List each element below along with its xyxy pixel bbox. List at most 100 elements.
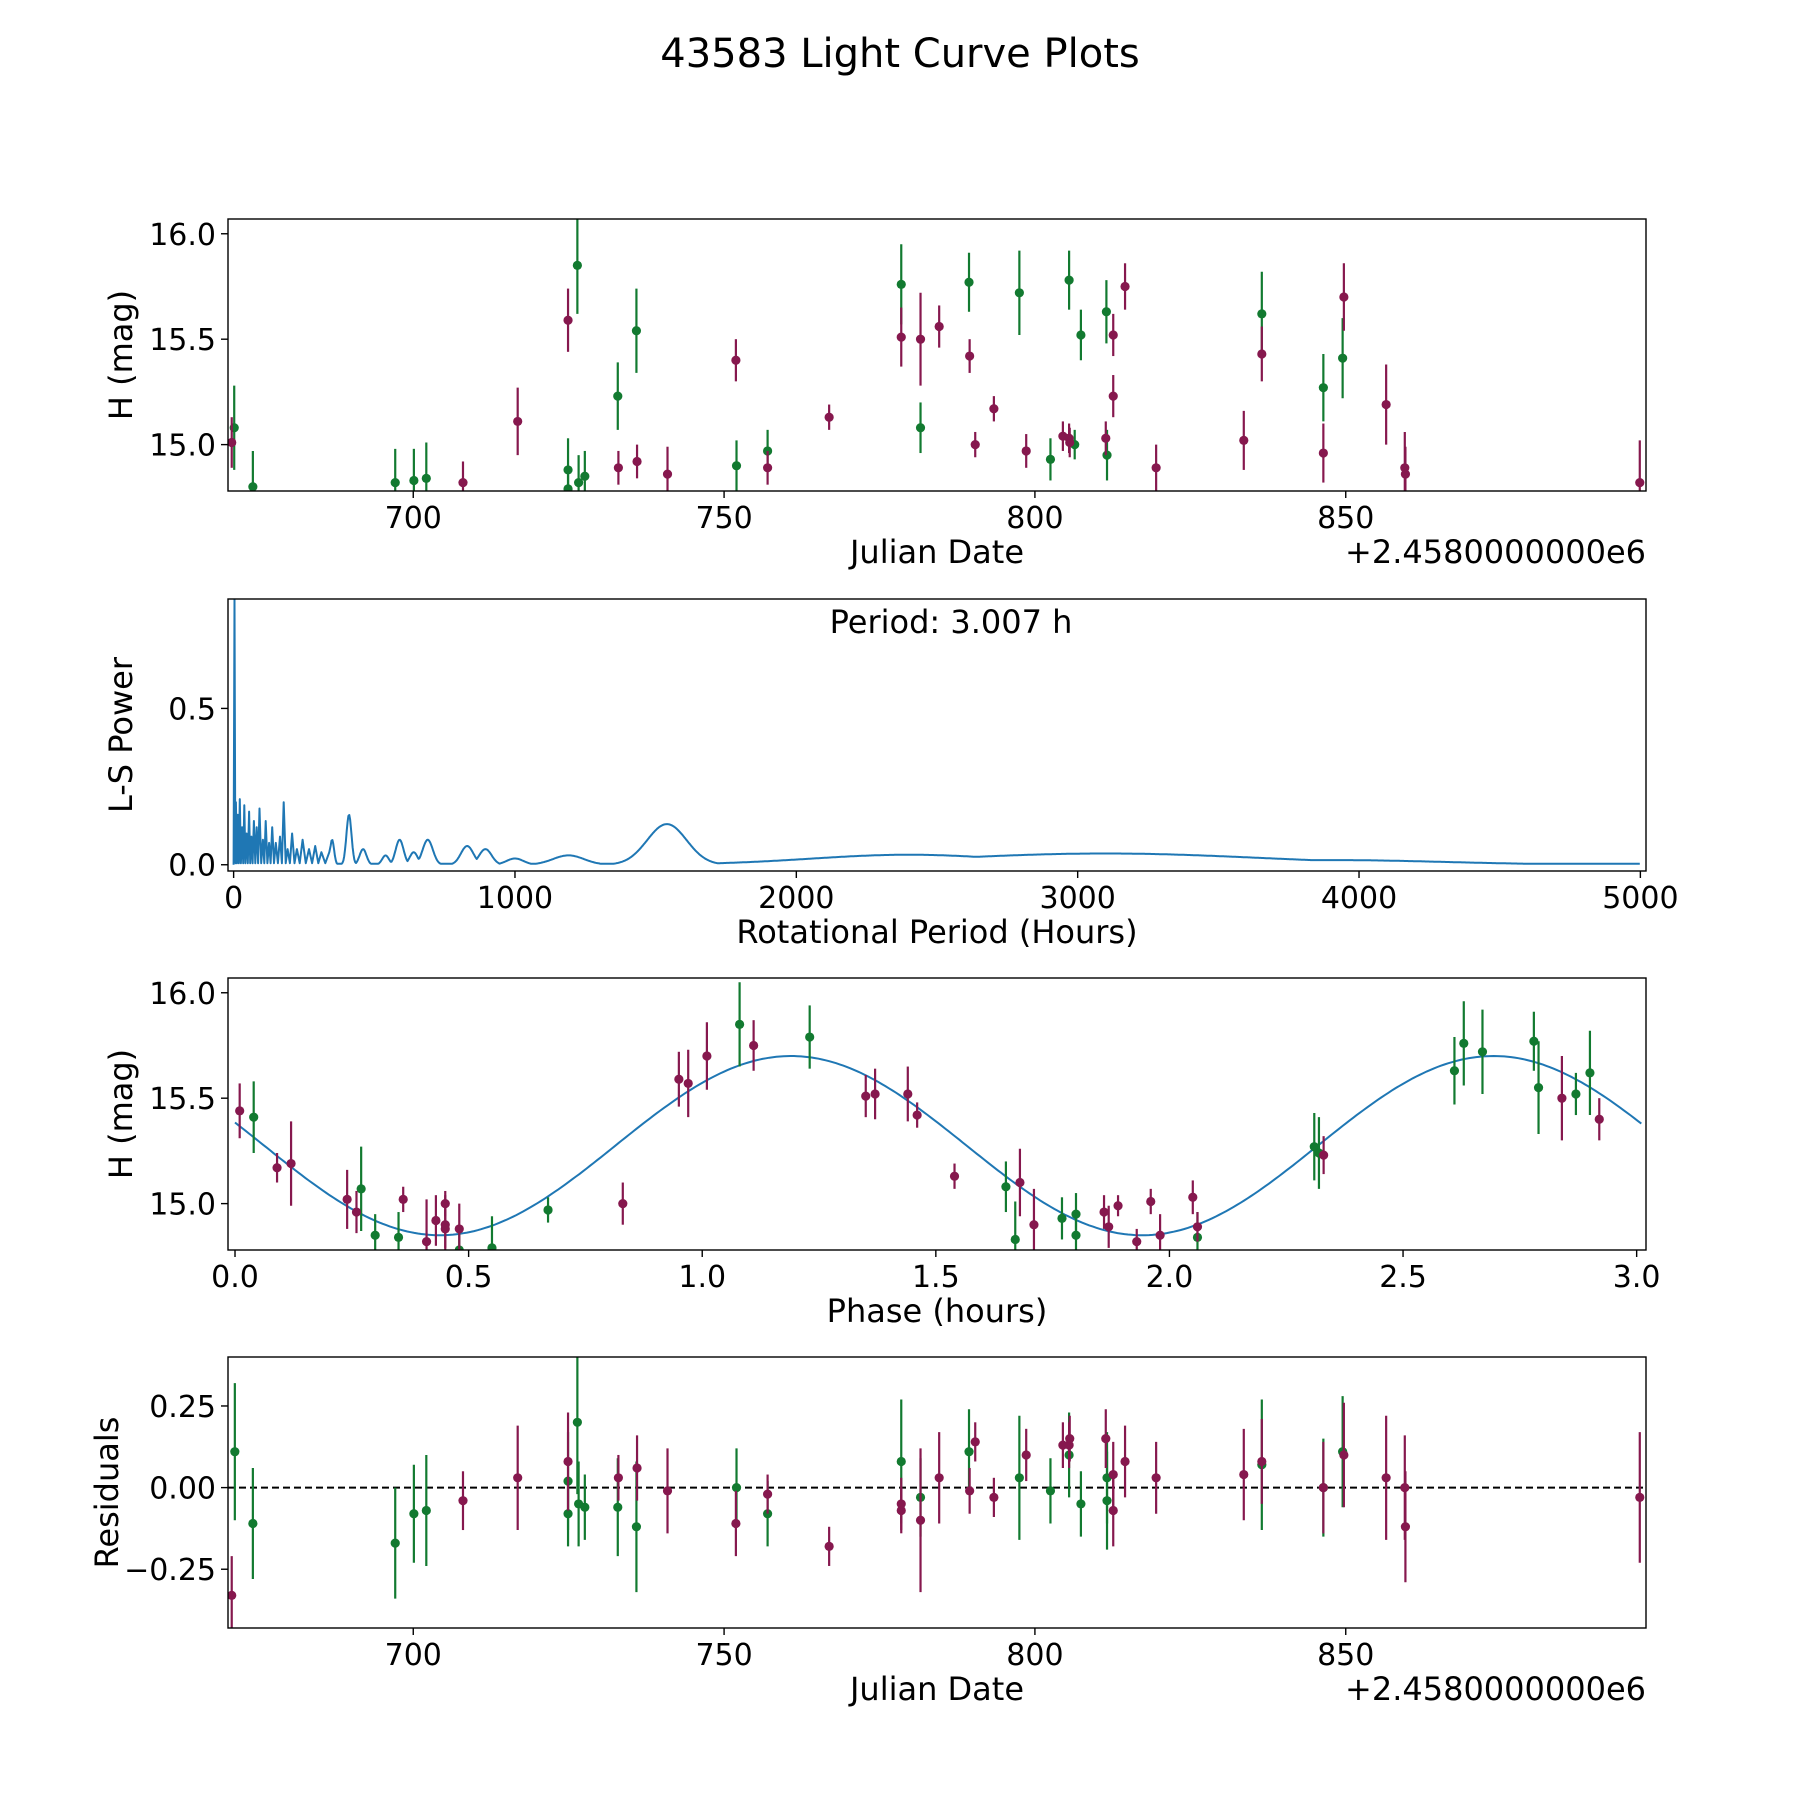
data-point	[1318, 383, 1328, 393]
data-point	[613, 391, 623, 401]
y-tick-label: 15.0	[149, 429, 216, 464]
data-point	[1101, 1434, 1111, 1444]
data-area-lightcurve	[228, 219, 1645, 491]
data-point	[1101, 307, 1112, 317]
data-point	[805, 1032, 815, 1042]
x-tick-label: 850	[1317, 1638, 1374, 1673]
y-tick-label: 0.25	[149, 1390, 216, 1425]
data-point	[934, 321, 944, 332]
data-point	[1113, 1201, 1123, 1211]
data-point	[1120, 281, 1130, 292]
data-point	[1309, 1142, 1319, 1152]
data-point	[613, 463, 624, 473]
data-point	[1076, 330, 1086, 340]
data-point	[965, 351, 975, 361]
data-point	[513, 416, 523, 427]
data-point	[861, 1091, 871, 1101]
data-point	[580, 1502, 590, 1512]
data-point	[580, 471, 590, 481]
data-point	[896, 279, 906, 289]
y-tick-label: 15.5	[149, 1082, 216, 1117]
data-point	[613, 1502, 623, 1512]
data-point	[731, 1518, 741, 1529]
data-point	[1188, 1192, 1198, 1202]
data-point	[487, 1243, 497, 1250]
data-point	[1151, 463, 1161, 473]
data-point	[1076, 1499, 1086, 1509]
data-point	[1400, 469, 1411, 479]
data-point	[351, 1207, 362, 1217]
data-point	[934, 1473, 944, 1483]
data-point	[421, 1236, 432, 1247]
y-axis-label: Residuals	[88, 1417, 126, 1569]
data-point	[1381, 399, 1391, 410]
data-point	[1151, 1473, 1161, 1483]
x-tick-label: 2000	[758, 881, 834, 916]
data-point	[563, 1509, 573, 1519]
data-point	[1102, 450, 1112, 460]
data-point	[1065, 1434, 1075, 1444]
data-point	[563, 1456, 573, 1467]
data-point	[1319, 1150, 1329, 1160]
data-point	[1108, 330, 1118, 340]
data-point	[248, 1518, 258, 1529]
data-point	[1571, 1089, 1581, 1099]
x-tick-label: 700	[385, 1638, 442, 1673]
x-tick-label: 1000	[477, 881, 553, 916]
data-point	[1338, 353, 1348, 363]
y-axis-label: H (mag)	[102, 1049, 140, 1179]
data-point	[1104, 1222, 1114, 1232]
x-axis-label: Julian Date	[848, 533, 1024, 571]
x-tick-label: 750	[695, 1638, 752, 1673]
data-point	[230, 1447, 240, 1457]
y-axis-label: L-S Power	[102, 656, 140, 813]
data-point	[1155, 1230, 1165, 1240]
x-tick-label: 0.0	[211, 1260, 259, 1295]
data-area-residuals	[228, 1357, 1646, 1628]
data-point	[762, 1489, 773, 1499]
data-point	[1108, 391, 1118, 401]
data-point	[1102, 1496, 1112, 1506]
data-point	[228, 1590, 237, 1600]
y-tick-label: 16.0	[149, 218, 216, 253]
data-point	[965, 1486, 975, 1496]
data-point	[1065, 437, 1075, 448]
x-tick-label: 800	[1006, 1638, 1063, 1673]
data-point	[989, 1492, 999, 1502]
data-point	[662, 469, 673, 479]
data-point	[1099, 1207, 1109, 1217]
data-point	[674, 1074, 684, 1084]
data-point	[1192, 1222, 1203, 1232]
data-point	[1239, 435, 1249, 445]
data-point	[458, 1496, 468, 1506]
data-point	[1585, 1068, 1595, 1078]
data-point	[393, 1232, 404, 1242]
panel-periodogram: 0 1000 2000 3000 4000 5000 0.0 0.5 Rotational Pe…	[102, 598, 1679, 951]
x-tick-label: 4000	[1321, 881, 1397, 916]
data-point	[731, 1483, 742, 1493]
axes-frame	[227, 1356, 1647, 1629]
data-point	[1021, 446, 1031, 456]
x-axis-label: Julian Date	[848, 1670, 1024, 1708]
data-point	[1014, 1473, 1024, 1483]
panel-residuals: 700 750 800 850 −0.25 0.00 0.25 Julian Date Resi…	[88, 1356, 1647, 1708]
data-point	[915, 423, 926, 433]
data-point	[1021, 1450, 1031, 1460]
data-point	[356, 1184, 366, 1194]
data-point	[1010, 1234, 1020, 1245]
data-point	[458, 477, 468, 488]
data-point	[1635, 1492, 1645, 1502]
data-point	[1015, 1177, 1025, 1188]
data-point	[1257, 349, 1267, 359]
data-point	[342, 1194, 352, 1204]
data-point	[915, 334, 926, 344]
data-point	[731, 461, 742, 471]
data-point	[454, 1224, 464, 1234]
data-point	[632, 456, 642, 467]
data-point	[1064, 275, 1074, 285]
data-point	[1400, 1522, 1411, 1532]
data-point	[949, 1171, 960, 1181]
data-point	[1318, 1483, 1328, 1493]
